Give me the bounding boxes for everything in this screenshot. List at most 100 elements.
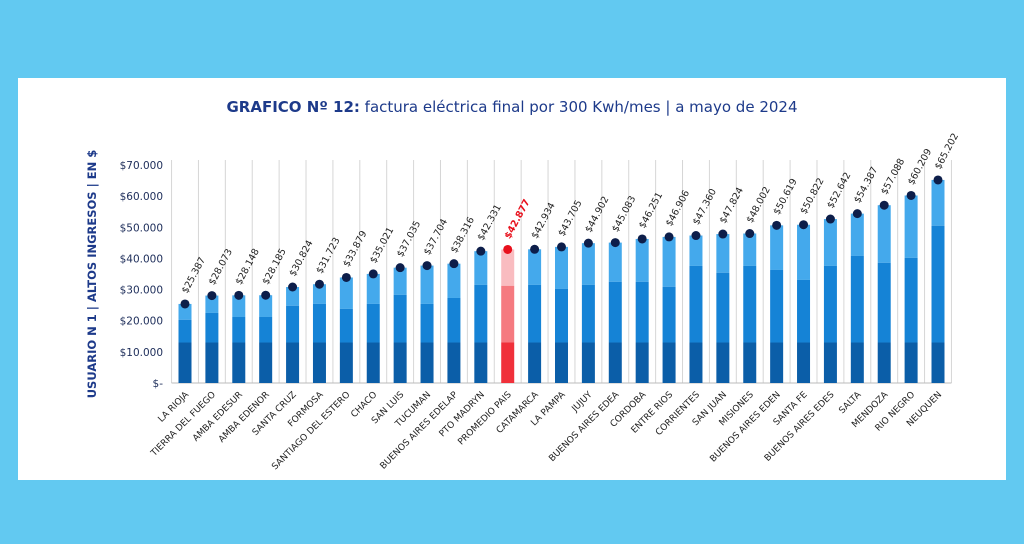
bar-segment-middle [232,316,246,343]
data-label: $47.360 [691,187,719,227]
data-label: $30.824 [288,239,316,279]
bar-segment-middle [635,281,649,343]
bar-segment-top [823,219,837,266]
data-label: $35.021 [368,225,396,265]
bar-segment-top [232,295,246,317]
total-marker [530,244,540,254]
bar-segment-bottom [689,342,703,383]
bar-segment-middle [366,303,380,343]
data-label: $25.387 [180,255,208,295]
bar-segment-top [528,249,542,285]
total-marker [449,259,459,269]
bar-segment-middle [474,284,488,343]
bar-segment-middle [931,225,945,343]
data-label: $52.642 [825,171,853,211]
total-marker [852,209,862,219]
y-tick-label: $60.000 [120,191,163,203]
bar-segment-middle [877,262,891,343]
bar-segment-bottom [312,342,326,383]
y-tick-label: $30.000 [120,285,163,297]
bar-segment-middle [339,308,353,343]
bar-segment-top [662,236,676,287]
data-label: $47.824 [718,186,746,226]
total-marker [395,263,405,273]
data-label: $37.035 [395,219,423,259]
data-label: $37.704 [422,217,450,257]
y-tick-label: $- [153,378,164,390]
bar-segment-middle [743,265,757,343]
bar-segment-top [205,295,219,313]
data-label: $38.316 [449,215,477,255]
bar-segment-bottom [501,342,515,383]
bar-segment-top [393,267,407,295]
bar-segment-bottom [178,342,192,383]
data-label: $57.088 [879,157,907,197]
bar-segment-middle [823,265,837,343]
total-marker [314,279,324,289]
data-label: $60.209 [906,147,934,187]
total-marker [933,175,943,185]
y-tick-label: $40.000 [120,253,163,265]
bar-segment-middle [420,303,434,343]
bar-segment-top [312,284,326,304]
total-marker [691,231,701,241]
bar-segment-bottom [662,342,676,383]
total-marker [476,246,486,256]
total-marker [879,200,889,210]
bar-segment-middle [528,284,542,343]
bar-segment-top [904,195,918,258]
bar-segment-bottom [877,342,891,383]
bar-segment-bottom [339,342,353,383]
data-label: $42.877 [503,197,533,240]
bar-segment-top [770,225,784,270]
bar-segment-top [608,242,622,282]
total-marker [234,290,244,300]
bar-segment-top [689,235,703,266]
total-marker [745,229,755,239]
total-marker [207,291,217,301]
bar-segment-middle [797,279,811,343]
bar-segment-bottom [259,342,273,383]
title-bold: GRAFICO Nº 12: [226,98,360,116]
bar-segment-top [447,263,461,298]
data-label: $46.906 [664,188,692,228]
bar-segment-middle [286,305,300,343]
bar-segment-top [474,251,488,285]
bar-segment-top [366,273,380,304]
bar-segment-bottom [823,342,837,383]
data-label: $42.934 [530,201,558,241]
bar-segment-middle [770,269,784,343]
bar-segment-bottom [743,342,757,383]
bar-segment-middle [555,288,568,343]
total-marker [825,214,835,224]
bar-segment-bottom [797,342,811,383]
bar-segment-top [339,277,353,309]
chart-title: GRAFICO Nº 12: factura eléctrica final p… [0,98,1024,116]
bar-segment-top [635,238,649,282]
total-marker [772,220,782,230]
bar-segment-top [877,205,891,263]
bar-segment-bottom [770,342,784,383]
total-marker [906,190,916,200]
bar-segment-middle [178,319,192,343]
bar-segment-top [286,287,300,306]
bar-segment-middle [447,297,461,343]
title-rest: factura eléctrica final por 300 Kwh/mes … [359,98,798,116]
bar-segment-top [850,213,864,256]
total-marker [664,232,674,242]
bar-segment-top [501,249,515,286]
data-label: $65.202 [933,131,961,171]
data-label: $44.902 [583,195,611,235]
data-label: $46.251 [637,191,665,231]
bar-segment-middle [716,272,730,343]
total-marker [261,290,271,300]
bar-segment-middle [662,286,676,343]
bar-segment-bottom [581,342,595,383]
bar-segment-top [555,246,568,289]
data-label: $28.148 [234,247,262,287]
bar-segment-middle [904,257,918,343]
bar-segment-bottom [904,342,918,383]
bar-segment-middle [501,285,515,343]
bar-segment-bottom [608,342,622,383]
